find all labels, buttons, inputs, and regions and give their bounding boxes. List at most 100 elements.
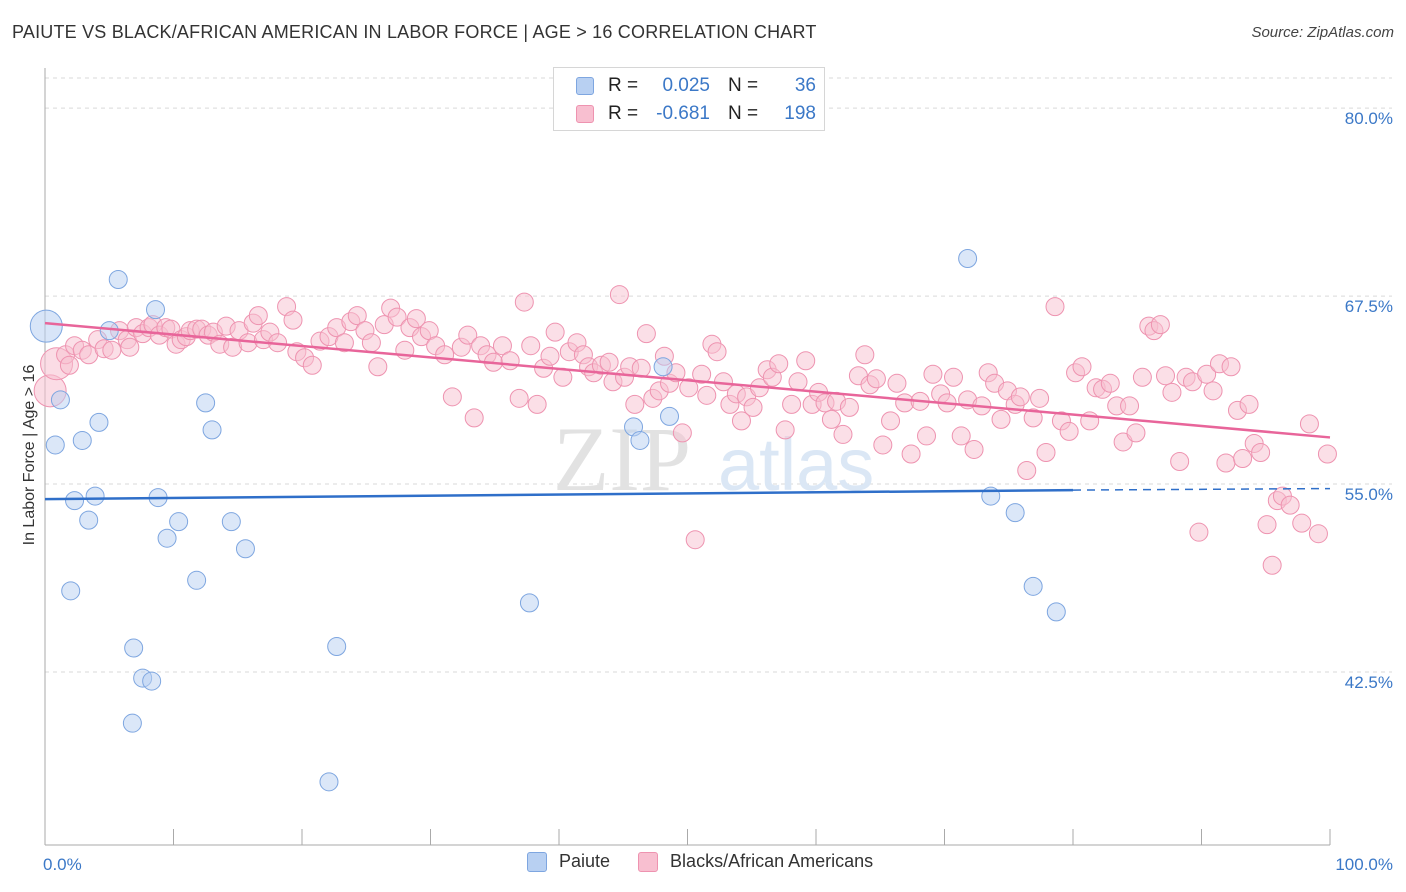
r-label: R = (608, 103, 639, 124)
black-point (248, 306, 268, 326)
black-point (769, 354, 789, 374)
black-point (951, 426, 971, 446)
black-point (887, 373, 907, 393)
black-point (500, 351, 520, 371)
paiute-point (108, 270, 128, 290)
black-point (540, 346, 560, 366)
black-point (368, 357, 388, 377)
black-point (599, 352, 619, 372)
paiute-point (146, 300, 166, 320)
paiute-point (89, 412, 109, 432)
paiute-trend-line (44, 488, 1074, 501)
black-point (545, 322, 565, 342)
black-point (1317, 444, 1337, 464)
paiute-point (157, 528, 177, 548)
paiute-point (142, 671, 162, 691)
paiute-point (235, 539, 255, 559)
black-point (964, 439, 984, 459)
black-point (1262, 555, 1282, 575)
series-paiute-points (29, 248, 1066, 792)
paiute-point (187, 570, 207, 590)
paiute-point (61, 581, 81, 601)
black-point (1045, 297, 1065, 317)
black-point (788, 372, 808, 392)
black-point (1059, 421, 1079, 441)
black-point (1126, 423, 1146, 443)
black-point (855, 345, 875, 365)
legend-item-paiute[interactable]: Paiute (527, 851, 610, 872)
black-point (458, 325, 478, 345)
y-tick-labels: 42.5% 55.0% 67.5% 80.0% (1345, 109, 1393, 692)
black-point (1299, 414, 1319, 434)
stats-legend: R = 0.025 N = 36 R = -0.681 N = 198 (553, 67, 825, 131)
black-point (509, 388, 529, 408)
black-point (943, 367, 963, 387)
black-point (1216, 453, 1236, 473)
paiute-point (124, 638, 144, 658)
black-point (697, 385, 717, 405)
black-point (521, 336, 541, 356)
black-trend-line (44, 321, 1331, 439)
black-point (821, 409, 841, 429)
black-point (435, 345, 455, 365)
black-point (1170, 452, 1190, 471)
black-point (1251, 442, 1271, 462)
black-point (387, 307, 407, 327)
series-legend: Paiute Blacks/African Americans (527, 851, 901, 872)
y-tick-label: 80.0% (1345, 109, 1393, 128)
black-point (1239, 394, 1259, 414)
paiute-point (122, 713, 142, 733)
black-point (120, 337, 140, 357)
black-point (917, 426, 937, 446)
paiute-point (196, 393, 216, 413)
y-tick-label: 67.5% (1345, 297, 1393, 316)
paiute-point (50, 390, 70, 410)
black-point (1162, 382, 1182, 402)
paiute-point (1023, 576, 1043, 596)
n-value: 198 (784, 103, 816, 124)
n-value: 36 (794, 75, 816, 96)
black-point (1010, 387, 1030, 407)
black-point (1292, 513, 1312, 533)
black-point (464, 408, 484, 428)
black-point (707, 342, 727, 362)
black-point (1203, 381, 1223, 401)
legend-item-black[interactable]: Blacks/African Americans (638, 851, 873, 872)
black-point (492, 336, 512, 356)
black-point (1280, 495, 1300, 515)
paiute-point (29, 309, 63, 343)
paiute-point (79, 510, 99, 530)
black-point (839, 397, 859, 417)
black-point (685, 530, 705, 550)
x-tick-labels: 0.0% 100.0% (43, 855, 1393, 874)
paiute-swatch (576, 77, 594, 95)
black-point (679, 378, 699, 398)
black-point (1189, 522, 1209, 542)
black-point (609, 285, 629, 305)
black-point (527, 394, 547, 414)
paiute-point (45, 435, 65, 455)
black-point (692, 364, 712, 384)
black-point (1197, 364, 1217, 384)
black-point (1257, 515, 1277, 535)
paiute-swatch (527, 851, 547, 872)
black-point (102, 340, 122, 360)
r-label: R = (608, 75, 639, 96)
black-point (833, 424, 853, 444)
black-point (775, 420, 795, 440)
paiute-point (319, 772, 339, 792)
paiute-point (630, 430, 650, 450)
black-point (731, 411, 751, 431)
black-point (1036, 442, 1056, 462)
legend-label-black: Blacks/African Americans (670, 851, 874, 871)
black-point (514, 292, 534, 312)
paiute-trend-extension (1072, 487, 1331, 491)
black-point (625, 394, 645, 414)
black-point (866, 369, 886, 389)
paiute-point (327, 636, 347, 656)
paiute-point (660, 406, 680, 426)
paiute-point (72, 430, 92, 450)
stats-row-black: R = -0.681 N = 198 (576, 102, 816, 126)
paiute-point (1005, 503, 1025, 523)
